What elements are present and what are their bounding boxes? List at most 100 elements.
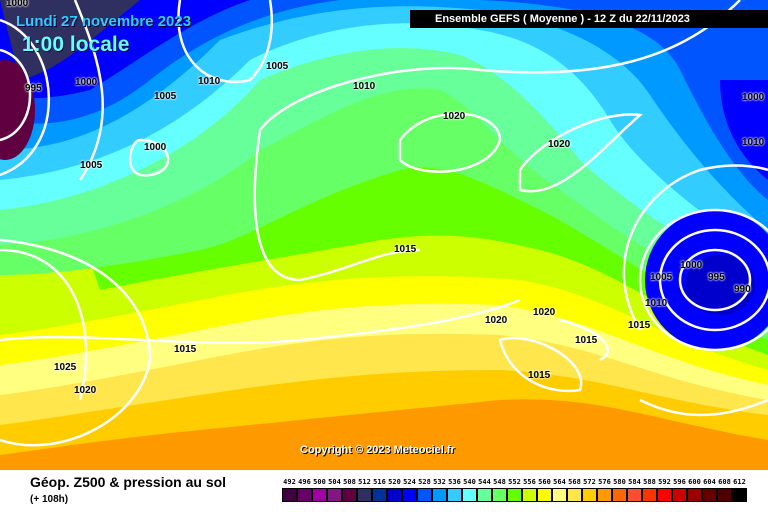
legend-label: 512 (358, 478, 371, 486)
legend-entry: 492 (282, 478, 297, 502)
legend-swatch (612, 488, 627, 502)
legend-entry: 520 (387, 478, 402, 502)
legend-label: 508 (343, 478, 356, 486)
legend-label: 548 (493, 478, 506, 486)
legend-swatch (357, 488, 372, 502)
legend-entry: 504 (327, 478, 342, 502)
low-core-east-inner (685, 255, 755, 315)
legend-label: 552 (508, 478, 521, 486)
band-512 (0, 0, 140, 80)
isobar-label: 1015 (628, 320, 651, 331)
legend-entry: 528 (417, 478, 432, 502)
legend-label: 532 (433, 478, 446, 486)
legend-swatch (717, 488, 732, 502)
legend-entry: 500 (312, 478, 327, 502)
legend-entry: 532 (432, 478, 447, 502)
legend-label: 604 (703, 478, 716, 486)
forecast-date: Lundi 27 novembre 2023 (16, 13, 192, 30)
legend-entry: 580 (612, 478, 627, 502)
legend-entry: 548 (492, 478, 507, 502)
legend-swatch (492, 488, 507, 502)
legend-label: 612 (733, 478, 746, 486)
isobar-label: 1020 (74, 385, 97, 396)
legend-swatch (582, 488, 597, 502)
legend-swatch (537, 488, 552, 502)
isobar-label: 1020 (533, 307, 556, 318)
legend-swatch (282, 488, 297, 502)
legend-label: 576 (598, 478, 611, 486)
legend-label: 564 (553, 478, 566, 486)
legend-swatch (642, 488, 657, 502)
isobar-label: 1010 (742, 137, 765, 148)
legend-swatch (372, 488, 387, 502)
legend-label: 540 (463, 478, 476, 486)
legend-entry: 612 (732, 478, 747, 502)
legend-entry: 496 (297, 478, 312, 502)
isobar-label: 995 (708, 272, 725, 283)
legend-label: 536 (448, 478, 461, 486)
legend-label: 524 (403, 478, 416, 486)
isobar-label: 1005 (266, 61, 289, 72)
isobar-label: 1015 (174, 344, 197, 355)
legend-swatch (402, 488, 417, 502)
band-528 (0, 0, 768, 200)
isobar-label: 1015 (394, 244, 417, 255)
isobar-label: 1000 (144, 142, 167, 153)
legend-swatch (657, 488, 672, 502)
legend-entry: 564 (552, 478, 567, 502)
isobar-label: 995 (25, 83, 42, 94)
legend-swatch (522, 488, 537, 502)
legend-entry: 524 (402, 478, 417, 502)
isobar-label: 1020 (443, 111, 466, 122)
z500-pressure-map (0, 0, 768, 470)
legend-entry: 516 (372, 478, 387, 502)
legend-label: 520 (388, 478, 401, 486)
legend-label: 596 (673, 478, 686, 486)
legend-swatch (342, 488, 357, 502)
legend-label: 492 (283, 478, 296, 486)
isobar-label: 1015 (575, 335, 598, 346)
legend-swatch (687, 488, 702, 502)
legend-entry: 592 (657, 478, 672, 502)
legend-swatch (627, 488, 642, 502)
legend-label: 568 (568, 478, 581, 486)
legend-entry: 540 (462, 478, 477, 502)
isobar-label: 1010 (353, 81, 376, 92)
legend-entry: 508 (342, 478, 357, 502)
legend-label: 592 (658, 478, 671, 486)
legend-label: 504 (328, 478, 341, 486)
isobars (0, 0, 768, 447)
legend-label: 496 (298, 478, 311, 486)
legend-swatch (477, 488, 492, 502)
legend-label: 600 (688, 478, 701, 486)
isobar-label: 1005 (154, 91, 177, 102)
legend-label: 580 (613, 478, 626, 486)
legend-entry: 584 (627, 478, 642, 502)
legend-label: 608 (718, 478, 731, 486)
isobar-label: 1000 (75, 77, 98, 88)
low-core-west (0, 60, 35, 160)
footer-title: Géop. Z500 & pression au sol (30, 474, 227, 490)
legend-entry: 536 (447, 478, 462, 502)
legend-swatch (672, 488, 687, 502)
legend-label: 560 (538, 478, 551, 486)
legend-swatch (327, 488, 342, 502)
isobar-label: 1015 (528, 370, 551, 381)
legend-entry: 552 (507, 478, 522, 502)
band-532 (0, 0, 768, 230)
legend-label: 500 (313, 478, 326, 486)
legend-swatch (732, 488, 747, 502)
model-run-banner: Ensemble GEFS ( Moyenne ) - 12 Z du 22/1… (410, 10, 768, 28)
legend-entry: 576 (597, 478, 612, 502)
legend-entry: 608 (717, 478, 732, 502)
legend-swatch (312, 488, 327, 502)
legend-label: 572 (583, 478, 596, 486)
legend-entry: 544 (477, 478, 492, 502)
forecast-local-time: 1:00 locale (22, 33, 130, 56)
legend-swatch (567, 488, 582, 502)
legend-swatch (597, 488, 612, 502)
isobar-label: 1025 (54, 362, 77, 373)
color-legend: 492 496 500 504 508 512 516 520 524 528 532 536 540 5… (282, 478, 747, 502)
legend-swatch (387, 488, 402, 502)
legend-entry: 512 (357, 478, 372, 502)
